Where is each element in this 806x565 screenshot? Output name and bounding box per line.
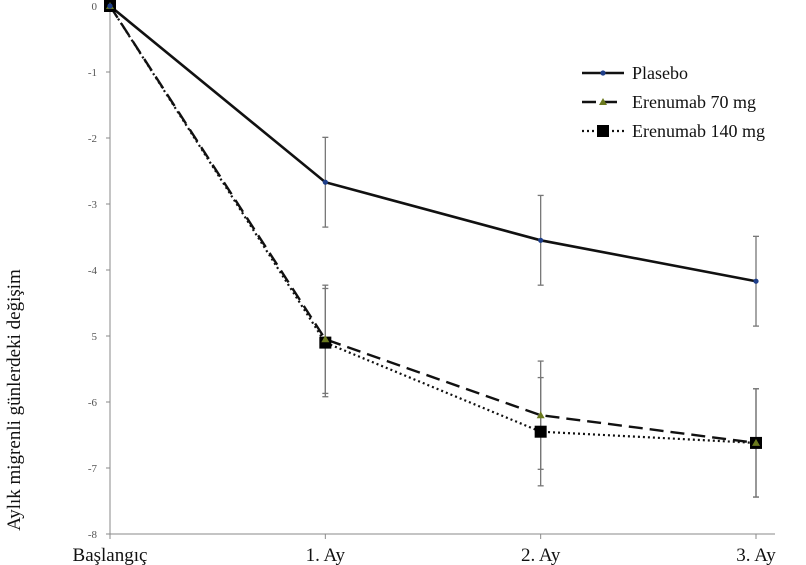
marker-triangle — [536, 411, 545, 419]
y-ticks: 0 -1 -2 -3 -4 5 -6 -7 -8 — [88, 1, 110, 541]
series-markers — [104, 0, 762, 449]
y-tick-label: 0 — [92, 1, 98, 13]
marker-dot — [322, 179, 328, 185]
marker-square — [534, 425, 547, 438]
y-tick-label: -7 — [88, 463, 98, 475]
x-ticks: Başlangıç 1. Ay 2. Ay 3. Ay — [73, 534, 776, 565]
y-tick-label: 5 — [92, 331, 98, 343]
marker-dot — [600, 70, 606, 76]
y-tick-label: -2 — [88, 133, 97, 145]
marker-triangle — [752, 438, 760, 446]
legend-label: Erenumab 140 mg — [632, 121, 765, 141]
legend-label: Erenumab 70 mg — [632, 92, 756, 112]
series-line — [108, 5, 757, 445]
error-bars — [322, 136, 759, 498]
marker-triangle — [321, 335, 330, 343]
series-line — [109, 4, 757, 283]
y-axis-title: Aylık migrenli günlerdeki değişim — [4, 269, 25, 531]
marker-dot — [538, 237, 544, 243]
legend: Plasebo Erenumab 70 mg Erenumab 140 mg — [582, 63, 765, 141]
marker-dot — [753, 278, 759, 284]
marker-dot — [107, 3, 113, 9]
y-tick-label: -4 — [88, 265, 98, 277]
x-tick-label: 3. Ay — [736, 545, 776, 565]
x-tick-label: 2. Ay — [521, 545, 561, 565]
y-tick-label: -8 — [88, 529, 98, 541]
y-tick-label: -3 — [88, 199, 98, 211]
marker-square — [597, 125, 609, 137]
x-tick-label: Başlangıç — [73, 545, 148, 565]
x-tick-label: 1. Ay — [306, 545, 346, 565]
y-tick-label: -6 — [88, 397, 98, 409]
series-line — [109, 5, 757, 445]
series-lines — [108, 4, 757, 445]
legend-label: Plasebo — [632, 63, 688, 83]
marker-triangle — [599, 98, 607, 105]
y-tick-label: -1 — [88, 67, 97, 79]
marker-square — [319, 336, 332, 349]
